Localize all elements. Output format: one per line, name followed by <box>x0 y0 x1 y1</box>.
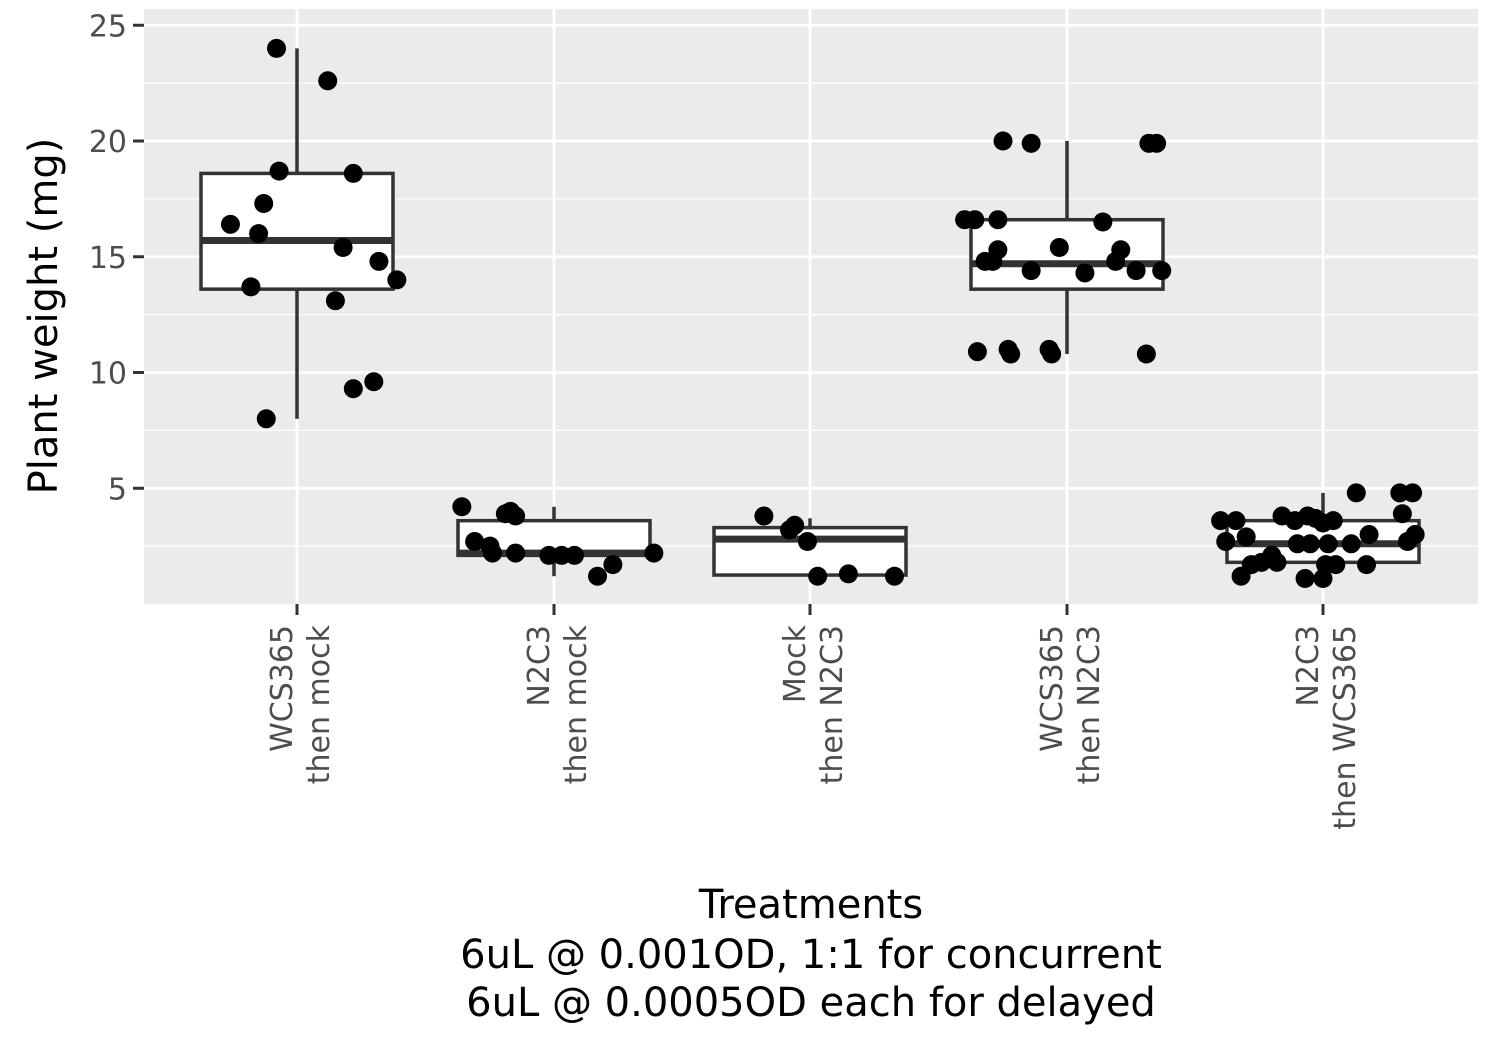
data-point <box>1126 261 1146 281</box>
points-layer <box>220 38 1425 589</box>
x-tick-label-line-1: WCS365 <box>265 625 300 752</box>
data-point <box>506 506 526 526</box>
data-point <box>387 270 407 290</box>
data-point <box>838 564 858 584</box>
data-point <box>465 531 485 551</box>
data-point <box>483 543 503 563</box>
data-point <box>241 277 261 297</box>
data-point <box>1300 534 1320 554</box>
data-point <box>988 210 1008 230</box>
y-tick-label: 25 <box>89 9 127 44</box>
data-point <box>1106 251 1126 271</box>
data-point <box>1152 261 1172 281</box>
data-point <box>1318 534 1338 554</box>
data-point <box>343 163 363 183</box>
x-axis-title-line-2: 6uL @ 0.001OD, 1:1 for concurrent <box>460 932 1162 978</box>
x-tick-label-line-2: then N2C3 <box>815 625 850 784</box>
data-point <box>1267 552 1287 572</box>
data-point <box>1001 344 1021 364</box>
x-tick-label-line-2: then WCS365 <box>1328 625 1363 830</box>
y-tick-label: 20 <box>89 125 127 160</box>
data-point <box>1136 344 1156 364</box>
data-point <box>1236 527 1256 547</box>
data-point <box>797 531 817 551</box>
y-axis-title: Plant weight (mg) <box>21 138 67 495</box>
x-axis-title-line-1: Treatments <box>698 882 923 928</box>
x-tick-label-line-1: N2C3 <box>1291 625 1326 707</box>
data-point <box>1326 555 1346 575</box>
y-tick-label: 5 <box>108 472 127 507</box>
data-point <box>1021 133 1041 153</box>
data-point <box>452 497 472 517</box>
data-point <box>1252 552 1272 572</box>
data-point <box>993 131 1013 151</box>
data-point <box>965 210 985 230</box>
data-point <box>1093 212 1113 232</box>
data-point <box>364 372 384 392</box>
data-point <box>1313 569 1333 589</box>
data-point <box>1285 511 1305 531</box>
data-point <box>1346 483 1366 503</box>
x-tick-label-line-2: then mock <box>302 624 337 784</box>
data-point <box>343 379 363 399</box>
data-point <box>967 342 987 362</box>
y-axis: 5 10 15 20 25 <box>89 9 144 507</box>
data-point <box>369 251 389 271</box>
data-point <box>254 194 274 214</box>
data-point <box>603 555 623 575</box>
data-point <box>1211 511 1231 531</box>
data-point <box>1075 263 1095 283</box>
data-point <box>1231 566 1251 586</box>
data-point <box>983 251 1003 271</box>
data-point <box>1341 534 1361 554</box>
data-point <box>644 543 664 563</box>
data-point <box>1226 511 1246 531</box>
data-point <box>1357 555 1377 575</box>
data-point <box>249 224 269 244</box>
data-point <box>1147 133 1167 153</box>
data-point <box>588 566 608 586</box>
data-point <box>1397 531 1417 551</box>
x-tick-label-line-1: N2C3 <box>522 625 557 707</box>
data-point <box>1359 525 1379 545</box>
x-axis-title-line-3: 6uL @ 0.0005OD each for delayed <box>466 980 1156 1026</box>
data-point <box>780 520 800 540</box>
data-point <box>1042 344 1062 364</box>
data-point <box>267 38 287 58</box>
data-point <box>318 71 338 91</box>
x-tick-label-line-1: WCS365 <box>1035 625 1070 752</box>
data-point <box>333 237 353 257</box>
x-axis: WCS365 then mock N2C3 then mock Mock then N2C… <box>265 604 1363 830</box>
data-point <box>1021 261 1041 281</box>
data-point <box>1049 237 1069 257</box>
data-point <box>1295 569 1315 589</box>
data-point <box>220 214 240 234</box>
data-point <box>564 545 584 565</box>
data-point <box>754 506 774 526</box>
data-point <box>1323 511 1343 531</box>
y-tick-label: 10 <box>89 357 127 392</box>
data-point <box>1403 483 1423 503</box>
x-tick-label-line-2: then mock <box>559 624 594 784</box>
y-tick-label: 15 <box>89 241 127 276</box>
data-point <box>1392 504 1412 524</box>
data-point <box>884 566 904 586</box>
data-point <box>808 566 828 586</box>
data-point <box>1216 531 1236 551</box>
x-tick-label-line-2: then N2C3 <box>1072 625 1107 784</box>
x-tick-label-line-1: Mock <box>778 624 813 703</box>
data-point <box>325 291 345 311</box>
data-point <box>256 409 276 429</box>
data-point <box>506 543 526 563</box>
data-point <box>269 161 289 181</box>
